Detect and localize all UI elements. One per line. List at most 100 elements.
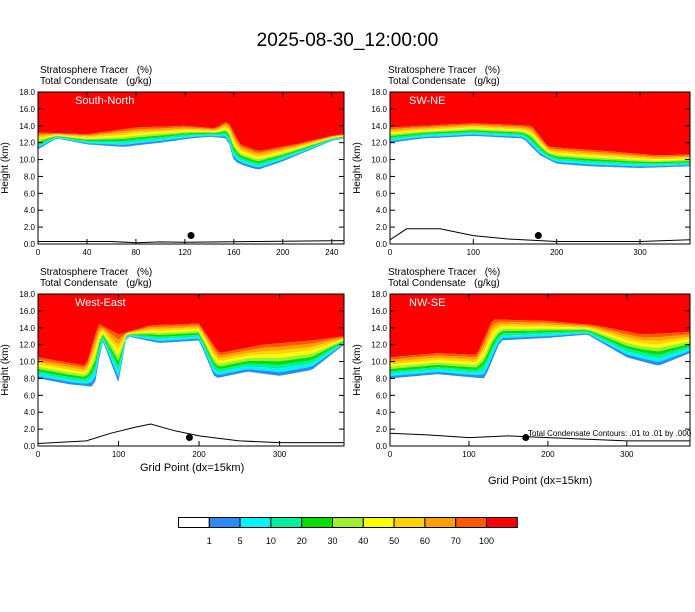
colorbar-label: 100 [479,536,494,546]
tracer-band [390,330,690,372]
y-tick-label: 10.0 [19,358,35,367]
y-tick-label: 10.0 [371,156,387,165]
colorbar-swatch [301,517,333,528]
y-tick-label: 12.0 [371,139,387,148]
location-marker [534,232,542,240]
x-tick-label: 80 [131,248,140,257]
colorbar-swatch [424,517,457,528]
tracer-band [390,324,690,365]
x-tick-label: 300 [273,450,287,459]
colorbar-label: 10 [266,536,276,546]
panel-title: South-North [75,95,134,107]
y-axis-label: Height (km) [352,344,363,396]
tracer-band [390,130,690,164]
tracer-fill-100 [390,294,690,358]
page-title: 2025-08-30_12:00:00 [256,30,439,51]
x-tick-label: 300 [633,248,647,257]
colorbar-label: 60 [420,536,430,546]
terrain-line [390,228,690,242]
y-tick-label: 2.0 [24,223,36,232]
y-tick-label: 2.0 [376,223,388,232]
x-axis-label: Grid Point (dx=15km) [140,462,245,474]
tracer-band [390,123,690,157]
panel-header-tracer: Stratosphere Tracer (%) [40,267,153,278]
y-axis-label: Height (km) [352,142,363,194]
y-tick-label: 8.0 [376,374,388,383]
location-marker [185,434,193,442]
y-tick-label: 6.0 [376,189,388,198]
panel-header-tracer: Stratosphere Tracer (%) [388,267,501,278]
y-tick-label: 6.0 [376,391,388,400]
y-axis-label: Height (km) [0,142,11,194]
y-tick-label: 0.0 [24,442,36,451]
tracer-band [390,328,690,370]
tracer-band [38,323,344,368]
colorbar-swatch [455,517,488,528]
colorbar-swatch [332,517,364,528]
colorbar-swatch [393,517,426,528]
tracer-band [390,332,690,377]
x-tick-label: 0 [36,248,41,257]
panel-header-tracer: Stratosphere Tracer (%) [40,65,153,76]
y-tick-label: 8.0 [24,374,36,383]
y-tick-label: 4.0 [24,408,36,417]
y-tick-label: 18.0 [19,290,35,299]
tracer-band [390,333,690,379]
x-tick-label: 200 [192,450,206,459]
location-marker [522,434,530,442]
plot-frame [389,91,691,245]
y-tick-label: 14.0 [19,324,35,333]
tracer-band [390,134,690,168]
y-tick-label: 16.0 [19,307,35,316]
y-tick-label: 0.0 [376,240,388,249]
tracer-band [390,128,690,162]
tracer-fill-100 [38,294,344,366]
colorbar-swatch [270,517,303,528]
x-tick-label: 200 [541,450,555,459]
tracer-band [38,336,344,387]
x-tick-label: 240 [325,248,339,257]
colorbar-label: 70 [451,536,461,546]
colorbar-label: 20 [297,536,307,546]
panel-header-condensate: Total Condensate (g/kg) [40,278,152,289]
colorbar-swatch [208,517,241,528]
plot-frame [389,293,691,447]
y-tick-label: 8.0 [376,172,388,181]
panel-header-tracer: Stratosphere Tracer (%) [388,65,501,76]
tracer-band [390,126,690,160]
panel-title: NW-SE [409,297,445,309]
x-tick-label: 160 [227,248,241,257]
panel-title: SW-NE [409,95,445,107]
colorbar: 1 5 10 20 30 40 50 60 70 100 [178,517,518,546]
y-tick-label: 12.0 [371,341,387,350]
tracer-band [38,327,344,373]
cross-section-panel: 0.0 2.0 4.0 6.0 8.0 10.0 12.0 14.0 16.0 18.0 0 100 2… [352,290,691,459]
x-tick-label: 0 [36,450,41,459]
x-tick-label: 0 [388,248,393,257]
tracer-band [390,127,690,161]
colorbar-swatch [178,517,210,528]
y-tick-label: 18.0 [19,88,35,97]
contour-footnote: Total Condensate Contours: .01 to .01 by… [528,429,692,438]
y-tick-label: 12.0 [19,341,35,350]
colorbar-swatch [239,517,272,528]
colorbar-swatch [362,517,395,528]
colorbar-label: 30 [327,536,337,546]
tracer-band [390,131,690,165]
y-tick-label: 0.0 [24,240,36,249]
x-tick-label: 120 [178,248,192,257]
y-tick-label: 4.0 [24,206,36,215]
tracer-band [38,329,344,375]
colorbar-label: 40 [358,536,368,546]
panel-header-condensate: Total Condensate (g/kg) [40,76,152,87]
plot-frame [37,293,345,447]
tracer-band [38,134,344,168]
y-tick-label: 14.0 [19,122,35,131]
y-tick-label: 4.0 [376,408,388,417]
x-tick-label: 100 [467,248,481,257]
tracer-fill-100 [38,92,344,151]
y-tick-label: 10.0 [19,156,35,165]
x-tick-label: 200 [550,248,564,257]
y-tick-label: 16.0 [371,307,387,316]
cross-section-panel: 0.0 2.0 4.0 6.0 8.0 10.0 12.0 14.0 16.0 18.0 0 100 2… [352,88,691,257]
